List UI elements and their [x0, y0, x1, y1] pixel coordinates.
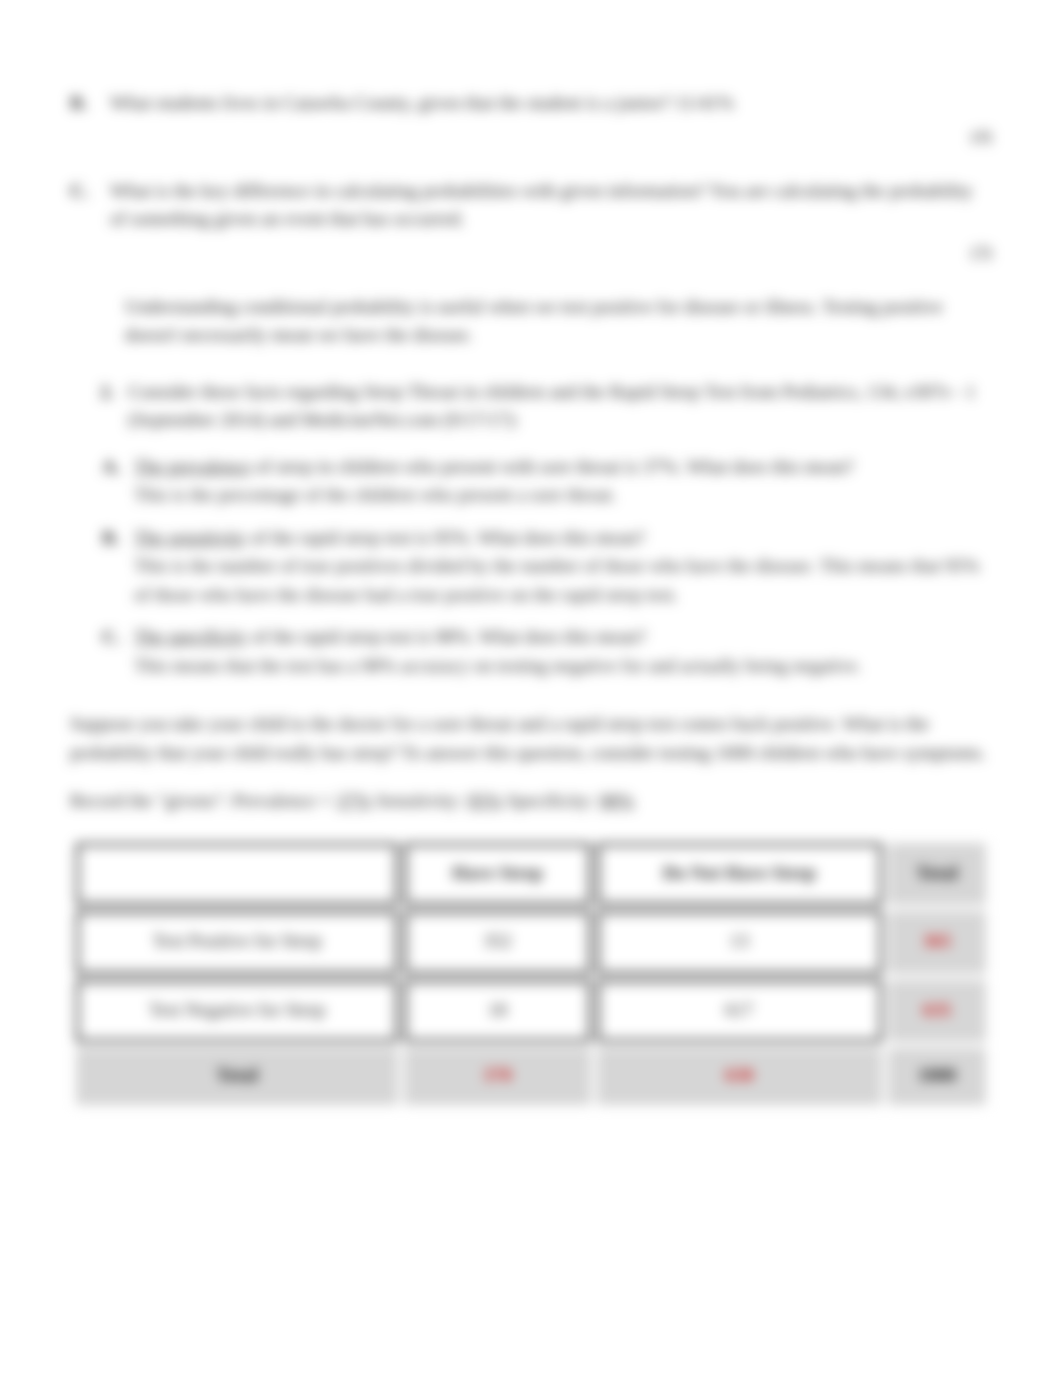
sub-b-label: The sensitivity — [134, 528, 246, 549]
sub-b-rest: of the rapid strep test is 95%. What doe… — [246, 528, 645, 549]
given-specificity: 98% — [599, 791, 634, 812]
sub-a-body: The prevalence of strep in children who … — [134, 454, 992, 511]
numbered-marker: 2. — [100, 379, 128, 436]
givens-lead: Record the "givens": Prevalence = — [70, 791, 336, 812]
sub-item-b: B. The sensitivity of the rapid strep te… — [102, 525, 992, 611]
question-c-marker: C. — [70, 178, 110, 266]
sub-c-marker: C. — [102, 624, 134, 681]
givens-mid2: Specificity: — [502, 791, 599, 812]
givens-line: Record the "givens": Prevalence = 37% Se… — [70, 788, 992, 817]
question-c: C. What is the key difference in calcula… — [70, 178, 992, 266]
question-b: B. What students lives in Catawba County… — [70, 90, 992, 150]
table-row-negative: Test Negative for Strep 18 617 635 — [76, 980, 986, 1043]
col-no-strep: Do Not Have Strep — [597, 843, 882, 906]
question-b-points: (4) — [110, 123, 992, 150]
sub-a-explain: This is the percentage of the children w… — [134, 485, 616, 506]
givens-mid1: Sensitivity: — [371, 791, 467, 812]
question-c-points: (3) — [110, 239, 992, 266]
row-negative-label: Test Negative for Strep — [76, 980, 398, 1043]
cell-neg-nohave: 617 — [597, 980, 882, 1043]
table-row-positive: Test Positive for Strep 352 13 365 — [76, 911, 986, 974]
sub-c-label: The specificity — [134, 627, 247, 648]
question-b-answer: 11/41% — [676, 93, 734, 114]
footer-label: Total — [76, 1048, 398, 1105]
question-c-text: What is the key difference in calculatin… — [110, 181, 973, 231]
sub-item-a: A. The prevalence of strep in children w… — [102, 454, 992, 511]
question-c-body: What is the key difference in calculatin… — [110, 178, 992, 266]
table-corner-empty — [76, 843, 398, 906]
col-total: Total — [888, 843, 986, 906]
numbered-item-2: 2. Consider these facts regarding Strep … — [100, 379, 992, 436]
col-have-strep: Have Strep — [404, 843, 590, 906]
footer-nohave: 630 — [597, 1048, 882, 1105]
sub-a-marker: A. — [102, 454, 134, 511]
strep-table: Have Strep Do Not Have Strep Total Test … — [70, 837, 992, 1111]
sub-a-label: The prevalence — [134, 457, 251, 478]
sub-b-body: The sensitivity of the rapid strep test … — [134, 525, 992, 611]
sub-b-explain: This is the number of true positives div… — [134, 556, 980, 606]
cell-pos-total: 365 — [888, 911, 986, 974]
cell-neg-have: 18 — [404, 980, 590, 1043]
row-positive-label: Test Positive for Strep — [76, 911, 398, 974]
table-header-row: Have Strep Do Not Have Strep Total — [76, 843, 986, 906]
cell-pos-have: 352 — [404, 911, 590, 974]
prompt-paragraph: Suppose you take your child to the docto… — [70, 711, 992, 768]
given-prevalence: 37% — [336, 791, 371, 812]
intro-paragraph: Understanding conditional probability is… — [125, 294, 992, 351]
sub-item-c: C. The specificity of the rapid strep te… — [102, 624, 992, 681]
footer-have: 370 — [404, 1048, 590, 1105]
question-b-marker: B. — [70, 90, 110, 150]
cell-pos-nohave: 13 — [597, 911, 882, 974]
table-row-footer: Total 370 630 1000 — [76, 1048, 986, 1105]
sub-b-marker: B. — [102, 525, 134, 611]
sub-c-body: The specificity of the rapid strep test … — [134, 624, 992, 681]
sub-a-rest: of strep in children who present with so… — [251, 457, 854, 478]
given-sensitivity: 95% — [467, 791, 502, 812]
cell-neg-total: 635 — [888, 980, 986, 1043]
sub-c-rest: of the rapid strep test is 98%. What doe… — [247, 627, 646, 648]
numbered-body: Consider these facts regarding Strep Thr… — [128, 379, 992, 436]
sub-c-explain: This means that the test has a 98% accur… — [134, 656, 862, 677]
footer-total: 1000 — [888, 1048, 986, 1105]
question-b-text: What students lives in Catawba County, g… — [110, 93, 671, 114]
question-b-body: What students lives in Catawba County, g… — [110, 90, 992, 150]
